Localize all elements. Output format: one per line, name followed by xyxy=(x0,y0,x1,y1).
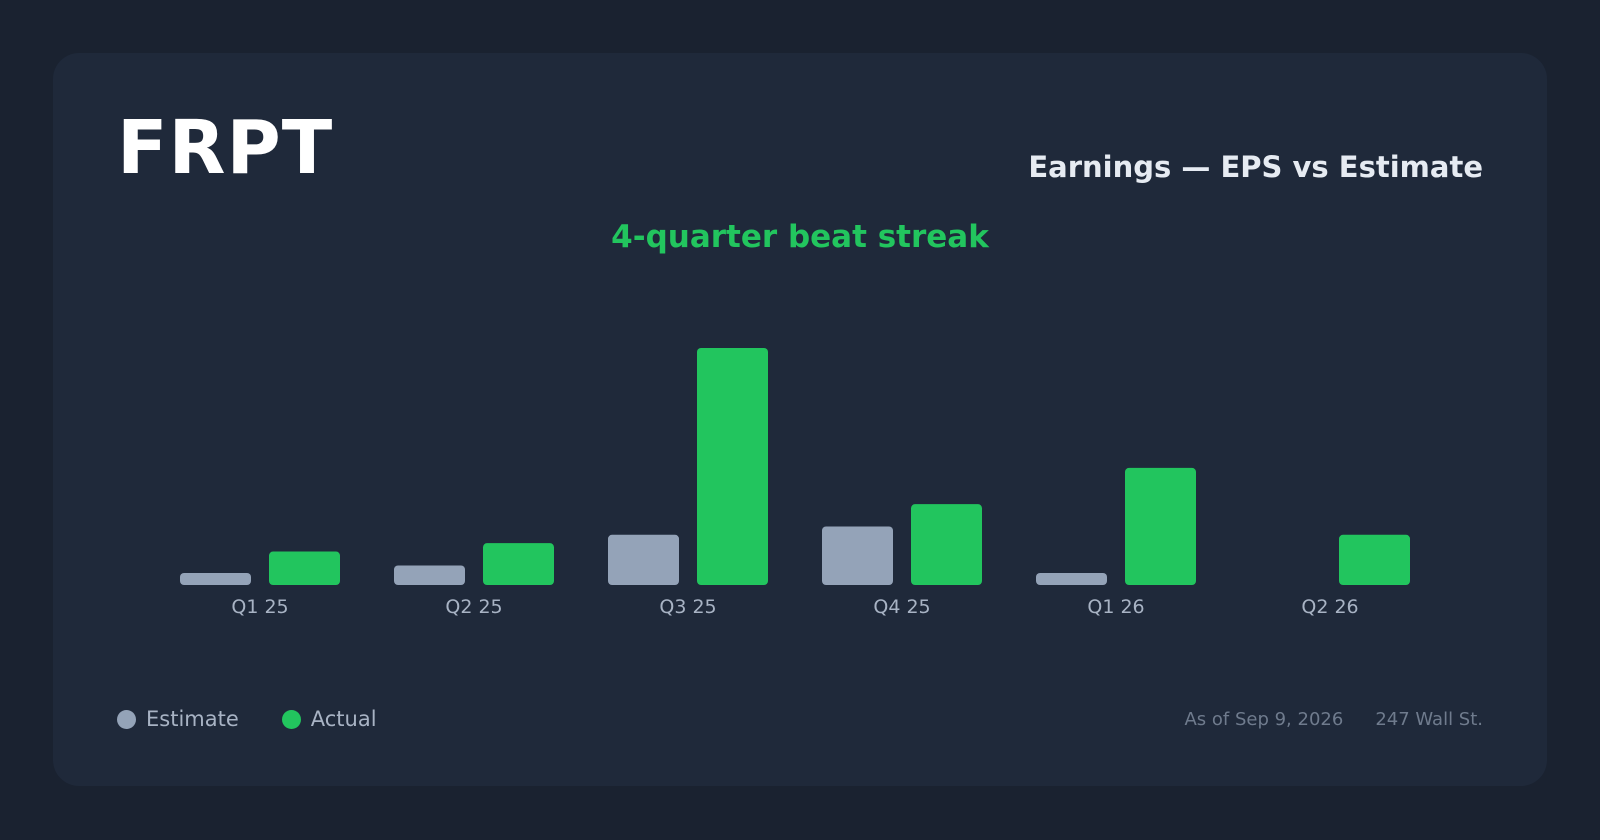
chart-subtitle: 4-quarter beat streak xyxy=(611,219,989,255)
chart-card: FRPT Earnings — EPS vs Estimate 4-quarte… xyxy=(53,53,1547,786)
legend-item-estimate: Estimate xyxy=(117,707,239,731)
bar-actual-q1-25 xyxy=(269,551,340,585)
chart-footer: As of Sep 9, 2026 247 Wall St. xyxy=(1184,709,1483,730)
ticker-symbol: FRPT xyxy=(117,105,334,191)
x-tick-label: Q1 25 xyxy=(231,596,288,618)
legend-swatch-actual xyxy=(281,709,301,729)
bar-estimate-q2-25 xyxy=(394,565,465,585)
legend-swatch-estimate xyxy=(117,709,136,729)
bar-actual-q3-25 xyxy=(697,348,768,585)
legend-label-estimate: Estimate xyxy=(146,707,239,731)
bar-estimate-q3-25 xyxy=(608,534,679,585)
x-tick-label: Q2 26 xyxy=(1301,596,1358,618)
bar-actual-q2-25 xyxy=(483,543,554,585)
bar-estimate-q1-26 xyxy=(1036,573,1107,585)
x-tick-label: Q4 25 xyxy=(873,596,930,618)
bar-actual-q4-25 xyxy=(911,504,982,585)
source-credit: 247 Wall St. xyxy=(1375,709,1483,730)
x-tick-label: Q2 25 xyxy=(445,596,502,618)
legend-label-actual: Actual xyxy=(310,707,377,731)
x-tick-label: Q1 26 xyxy=(1087,596,1144,618)
bar-estimate-q1-25 xyxy=(180,573,251,585)
bar-actual-q1-26 xyxy=(1125,467,1196,585)
eps-bar-chart: Q1 25 Q2 25 Q3 25 Q4 25 Q1 26 Q2 26 xyxy=(180,348,1410,618)
bar-estimate-q4-25 xyxy=(822,526,893,585)
as-of-date: As of Sep 9, 2026 xyxy=(1184,709,1344,730)
x-tick-label: Q3 25 xyxy=(659,596,716,618)
legend-item-actual: Actual xyxy=(281,707,377,731)
chart-legend: Estimate Actual xyxy=(117,707,420,731)
bar-actual-q2-26 xyxy=(1339,534,1410,585)
chart-title: Earnings — EPS vs Estimate xyxy=(1028,150,1483,184)
